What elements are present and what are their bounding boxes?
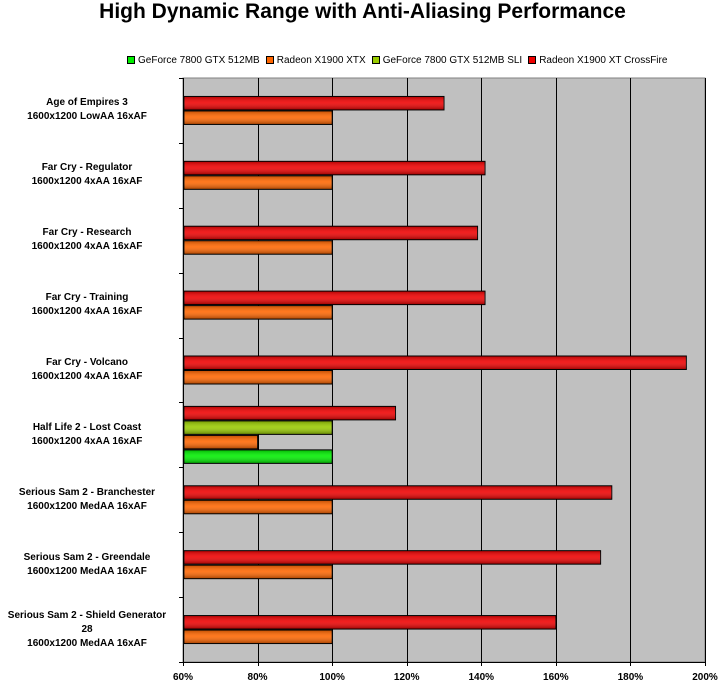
category-label-line: Serious Sam 2 - Shield Generator [7, 609, 167, 621]
legend-swatch [127, 56, 135, 64]
category-label-line: 1600x1200 LowAA 16xAF [27, 111, 147, 123]
category-label: Far Cry - Research 1600x1200 4xAA 16xAF [0, 226, 177, 254]
bar-shading-radeon-x1900-xt-crossfire [184, 615, 556, 630]
category-label-line: Far Cry - Training [45, 292, 129, 304]
bar-shading-radeon-x1900-xt-crossfire [184, 226, 478, 240]
category-label: Serious Sam 2 - Branchester 1600x1200 Med… [0, 486, 177, 514]
bar-shading-radeon-x1900-xt-crossfire [184, 485, 612, 500]
x-tick-label: 100% [319, 672, 345, 683]
category-label-line: 1600x1200 MedAA 16xAF [27, 565, 147, 577]
bar-shading-radeon-x1900-xtx [184, 305, 333, 320]
bar-shading-radeon-x1900-xt-crossfire [184, 550, 601, 565]
bar-shading-radeon-x1900-xt-crossfire [184, 161, 486, 175]
category-label-line: Half Life 2 - Lost Coast [32, 421, 142, 433]
legend-label: GeForce 7800 GTX 512MB SLI [382, 54, 523, 66]
bar-shading-radeon-x1900-xtx [184, 500, 333, 514]
bar-shading-radeon-x1900-xt-crossfire [184, 356, 687, 370]
category-label-line: 1600x1200 MedAA 16xAF [27, 500, 147, 512]
legend-label: Radeon X1900 XTX [276, 54, 366, 66]
legend-swatch [265, 56, 274, 64]
category-label-line: 1600x1200 4xAA 16xAF [31, 176, 143, 188]
legend-label: GeForce 7800 GTX 512MB [138, 54, 260, 66]
bar-shading-radeon-x1900-xtx [184, 565, 333, 579]
legend-item: GeForce 7800 GTX 512MB SLI [371, 54, 523, 66]
category-label-line: Far Cry - Volcano [45, 357, 129, 368]
bar-shading-radeon-x1900-xtx [184, 370, 333, 384]
category-label-line: 1600x1200 MedAA 16xAF [27, 637, 147, 649]
category-label-line: Age of Empires 3 [46, 97, 128, 109]
category-label: Half Life 2 - Lost Coast 1600x1200 4xAA 1… [0, 421, 177, 449]
category-label-line: Serious Sam 2 - Branchester [18, 486, 156, 498]
category-label-line: 1600x1200 4xAA 16xAF [31, 306, 143, 318]
category-label-line: 28 [81, 623, 93, 635]
bar-shading-radeon-x1900-xtx [184, 630, 333, 644]
bar-shading-radeon-x1900-xtx [184, 175, 333, 190]
x-tick-label: 60% [172, 672, 193, 683]
x-tick-label: 120% [393, 672, 420, 683]
x-tick-label: 140% [468, 672, 495, 683]
category-label: Serious Sam 2 - Shield Generator 28 1600x1… [0, 609, 177, 651]
legend-swatch [528, 56, 537, 64]
x-tick-label: 180% [617, 672, 644, 683]
category-label: Serious Sam 2 - Greendale 1600x1200 MedAA… [0, 551, 177, 579]
legend-swatch [371, 56, 380, 64]
x-tick-label: 80% [247, 672, 268, 683]
legend-item: Radeon X1900 XTX [265, 54, 366, 66]
bar-shading-radeon-x1900-xtx [184, 435, 258, 449]
category-label-line: Far Cry - Research [42, 227, 132, 239]
category-label-line: 1600x1200 4xAA 16xAF [31, 241, 143, 253]
category-label-line: 1600x1200 4xAA 16xAF [31, 371, 143, 382]
category-label: Far Cry - Volcano 1600x1200 4xAA 16xAF [0, 356, 177, 384]
bar-shading-radeon-x1900-xt-crossfire [184, 291, 486, 305]
legend-item: Radeon X1900 XT CrossFire [528, 55, 667, 66]
category-label-line: Far Cry - Regulator [41, 162, 133, 174]
legend-item: GeForce 7800 GTX 512MB [127, 55, 260, 66]
bar-shading-radeon-x1900-xt-crossfire [184, 406, 396, 420]
chart-title: High Dynamic Range with Anti-Aliasing Pe… [99, 0, 626, 23]
bar-shading-radeon-x1900-xtx [184, 240, 333, 255]
bar-shading-radeon-x1900-xtx [184, 110, 333, 125]
x-tick-label: 160% [543, 672, 569, 683]
legend: GeForce 7800 GTX 512MB Radeon X1900 XTX Ge… [127, 53, 673, 67]
legend-label: Radeon X1900 XT CrossFire [539, 54, 668, 66]
category-label: Far Cry - Regulator 1600x1200 4xAA 16xAF [0, 161, 177, 189]
category-label: Far Cry - Training 1600x1200 4xAA 16xAF [0, 291, 177, 319]
x-tick-label: 200% [692, 672, 718, 683]
category-label-line: 1600x1200 4xAA 16xAF [31, 435, 143, 447]
bar-shading-radeon-x1900-xt-crossfire [184, 96, 444, 110]
category-label: Age of Empires 3 1600x1200 LowAA 16xAF [0, 96, 177, 124]
category-label-line: Serious Sam 2 - Greendale [23, 551, 151, 563]
bar-shading-geforce-7800-gtx-512mb-sli [184, 420, 333, 435]
bar-shading-geforce-7800-gtx-512mb [184, 449, 333, 464]
